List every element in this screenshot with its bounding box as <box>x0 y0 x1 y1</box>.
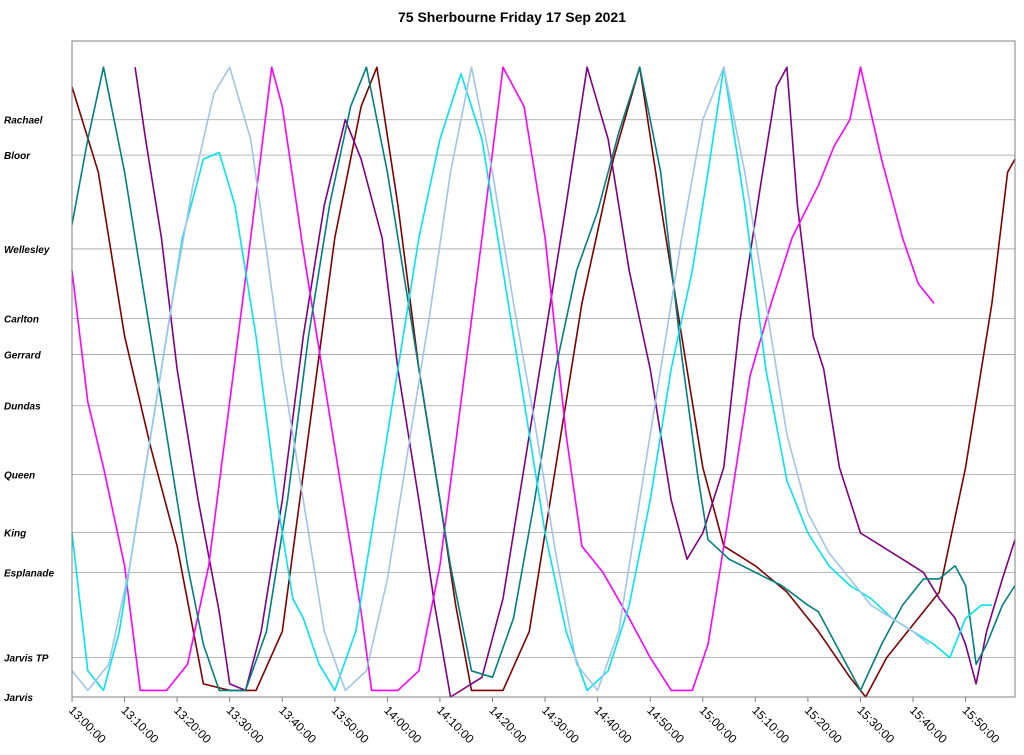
x-tick-label: 15:00:00 <box>697 703 740 746</box>
stop-labels: Rachael Bloor Wellesley Carlton Gerrard Dunda… <box>4 116 54 704</box>
x-tick-label: 14:10:00 <box>434 703 477 746</box>
x-tick-label: 15:10:00 <box>749 703 792 746</box>
x-tick-label: 13:00:00 <box>66 703 109 746</box>
x-axis-ticks: 13:00:00 13:10:00 13:20:00 13:30:00 13:40:00… <box>66 697 1003 746</box>
x-tick-label: 13:30:00 <box>224 703 267 746</box>
series-lines <box>71 66 1016 698</box>
x-tick-label: 13:50:00 <box>329 703 372 746</box>
gridlines <box>72 119 1015 698</box>
x-tick-label: 15:30:00 <box>854 703 897 746</box>
x-tick-label: 14:50:00 <box>644 703 687 746</box>
stop-label-jarvis-tp: Jarvis TP <box>4 654 49 665</box>
x-tick-label: 13:10:00 <box>118 703 161 746</box>
chart-title: 75 Sherbourne Friday 17 Sep 2021 <box>398 9 626 25</box>
series-line-5 <box>71 66 992 692</box>
x-tick-label: 13:20:00 <box>171 703 214 746</box>
series-line-2 <box>134 66 1016 698</box>
x-tick-label: 14:00:00 <box>381 703 424 746</box>
stop-label-carlton: Carlton <box>4 314 39 325</box>
x-tick-label: 14:20:00 <box>486 703 529 746</box>
x-tick-label: 15:20:00 <box>802 703 845 746</box>
series-line-6 <box>71 66 930 692</box>
series-line-3 <box>71 66 935 692</box>
stop-label-jarvis: Jarvis <box>4 693 33 704</box>
stop-label-dundas: Dundas <box>4 402 41 413</box>
x-tick-label: 13:40:00 <box>276 703 319 746</box>
stop-label-king: King <box>4 528 26 539</box>
x-tick-label: 14:40:00 <box>592 703 635 746</box>
x-tick-label: 15:50:00 <box>959 703 1002 746</box>
series-line-1 <box>71 66 1016 698</box>
stop-label-bloor: Bloor <box>4 151 31 162</box>
stop-label-esplanade: Esplanade <box>4 568 54 579</box>
plot-area-border <box>71 40 1016 698</box>
series-line-4 <box>71 66 1016 692</box>
stop-label-queen: Queen <box>4 471 35 482</box>
stop-label-gerrard: Gerrard <box>4 351 42 362</box>
stop-label-rachael: Rachael <box>4 116 43 127</box>
x-tick-label: 14:30:00 <box>539 703 582 746</box>
x-tick-label: 15:40:00 <box>907 703 950 746</box>
stop-label-wellesley: Wellesley <box>4 245 50 256</box>
